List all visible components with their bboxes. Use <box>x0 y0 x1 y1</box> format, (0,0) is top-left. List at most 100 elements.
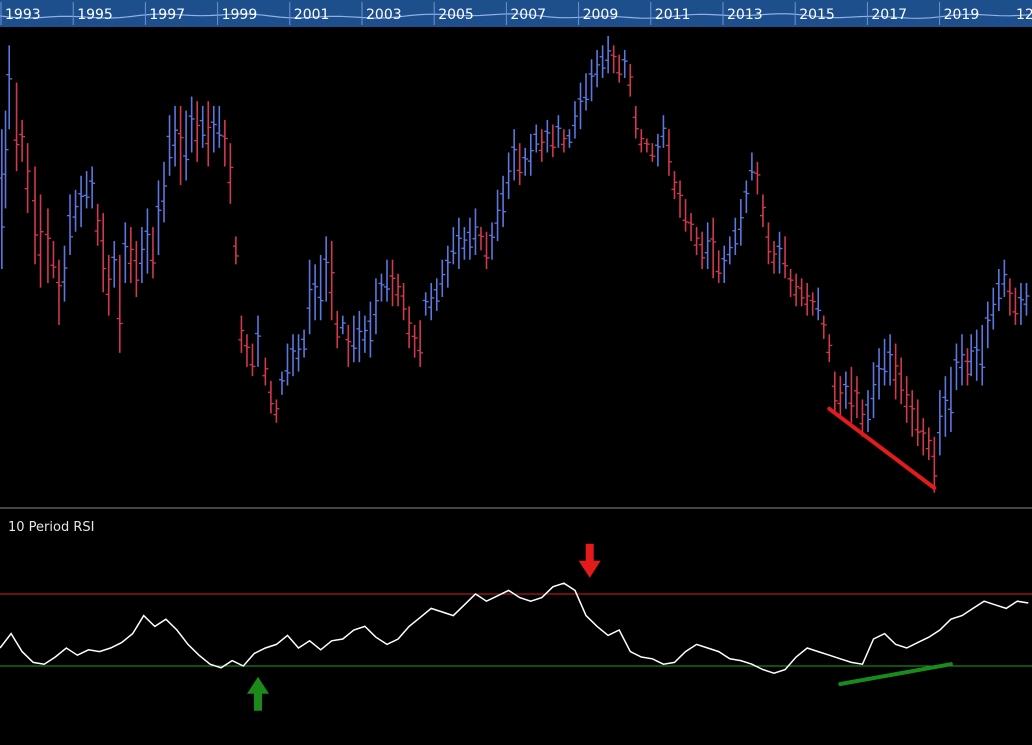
timeline-year-label: 2001 <box>294 7 330 23</box>
price-bar <box>24 143 31 214</box>
price-bar <box>489 222 496 260</box>
price-bar <box>754 161 761 195</box>
price-bar <box>133 241 140 297</box>
price-bar <box>549 124 556 158</box>
price-bar <box>439 259 446 297</box>
price-bar <box>243 334 250 367</box>
price-bar <box>699 231 706 269</box>
price-bar <box>538 129 545 162</box>
timeline-year-label: 2013 <box>727 7 763 23</box>
timeline-header[interactable]: 1993 1995 1997 1999 2001 2003 2005 2007 2009 2011… <box>0 0 1032 27</box>
price-bar <box>704 222 711 269</box>
timeline-year-label: 2009 <box>583 7 619 23</box>
price-bar <box>428 282 435 321</box>
price-bar <box>411 324 418 358</box>
price-annotations <box>827 406 937 491</box>
price-bar <box>522 147 529 176</box>
price-bar <box>262 357 269 386</box>
price-bar <box>887 334 894 386</box>
price-bar <box>32 166 39 265</box>
price-bar <box>737 199 744 246</box>
price-bar <box>255 315 261 367</box>
timeline-year-label: 2005 <box>438 7 474 23</box>
price-bar <box>638 129 645 153</box>
price-bar <box>483 231 490 269</box>
price-bar <box>743 180 750 214</box>
timeline-overview-line <box>0 13 1031 19</box>
price-bar <box>1017 282 1024 325</box>
price-bar <box>511 129 518 181</box>
timeline-year-label: 1999 <box>222 7 258 23</box>
price-bar <box>306 259 313 335</box>
price-bar <box>199 105 206 148</box>
price-bar <box>328 241 335 321</box>
price-bar <box>472 208 479 256</box>
price-bar <box>155 180 162 256</box>
rsi-line <box>0 582 1029 674</box>
price-bar <box>37 194 44 288</box>
price-bar <box>505 152 512 200</box>
price-panel <box>0 36 1030 493</box>
price-bar <box>455 217 462 269</box>
timeline-year-label: 2007 <box>510 7 546 23</box>
price-trendline <box>827 406 937 491</box>
price-bar <box>301 329 308 358</box>
price-bar <box>188 96 195 153</box>
price-bar <box>389 259 396 307</box>
price-bar <box>19 119 26 162</box>
price-bar <box>671 171 678 200</box>
timeline-year-label: 2017 <box>871 7 907 23</box>
price-bar <box>826 334 833 363</box>
timeline-overflow-label: 12 <box>1016 7 1032 23</box>
price-bar <box>765 222 772 265</box>
price-bar <box>227 143 234 204</box>
price-bar <box>267 380 274 414</box>
price-bar <box>820 315 827 339</box>
price-bar <box>594 49 601 88</box>
price-bar <box>787 269 794 297</box>
price-bar <box>67 194 74 256</box>
price-bar <box>295 334 302 372</box>
price-bar <box>627 63 634 97</box>
price-bar <box>50 241 57 279</box>
timeline-year-label: 2015 <box>799 7 835 23</box>
price-bar <box>909 390 916 437</box>
rsi-panel-title: 10 Period RSI <box>8 520 94 535</box>
price-bar <box>621 49 628 78</box>
price-bar <box>660 115 667 148</box>
price-bar <box>842 371 849 409</box>
price-bar <box>605 36 612 74</box>
price-bar <box>571 101 578 139</box>
timeline-year-label: 2011 <box>655 7 691 23</box>
price-bar <box>334 310 341 349</box>
price-bar <box>903 376 910 423</box>
price-bar <box>544 119 551 153</box>
price-bar <box>500 175 507 228</box>
price-bar <box>221 119 228 167</box>
price-bar <box>78 175 85 228</box>
price-bar <box>533 124 540 153</box>
price-bar <box>494 189 501 242</box>
price-bar <box>138 227 145 283</box>
price-bar <box>122 222 129 283</box>
down-arrow-icon <box>578 543 601 578</box>
timeline-year-labels: 1993 1995 1997 1999 2001 2003 2005 2007 2009 2011… <box>0 2 979 25</box>
price-bar <box>632 105 639 139</box>
price-bar <box>1012 287 1019 325</box>
price-bar <box>682 199 689 232</box>
price-bar <box>238 315 245 353</box>
timeline-year-label: 2003 <box>366 7 402 23</box>
price-bar <box>290 334 297 377</box>
price-bar <box>83 171 90 209</box>
price-bar <box>378 273 385 302</box>
price-bar <box>710 217 717 279</box>
price-bar <box>400 282 407 321</box>
price-bar <box>1001 259 1008 297</box>
price-bar <box>161 161 168 223</box>
price-bar <box>947 366 954 433</box>
price-bar <box>433 278 440 311</box>
price-bar <box>688 213 695 242</box>
price-bar <box>588 59 595 102</box>
